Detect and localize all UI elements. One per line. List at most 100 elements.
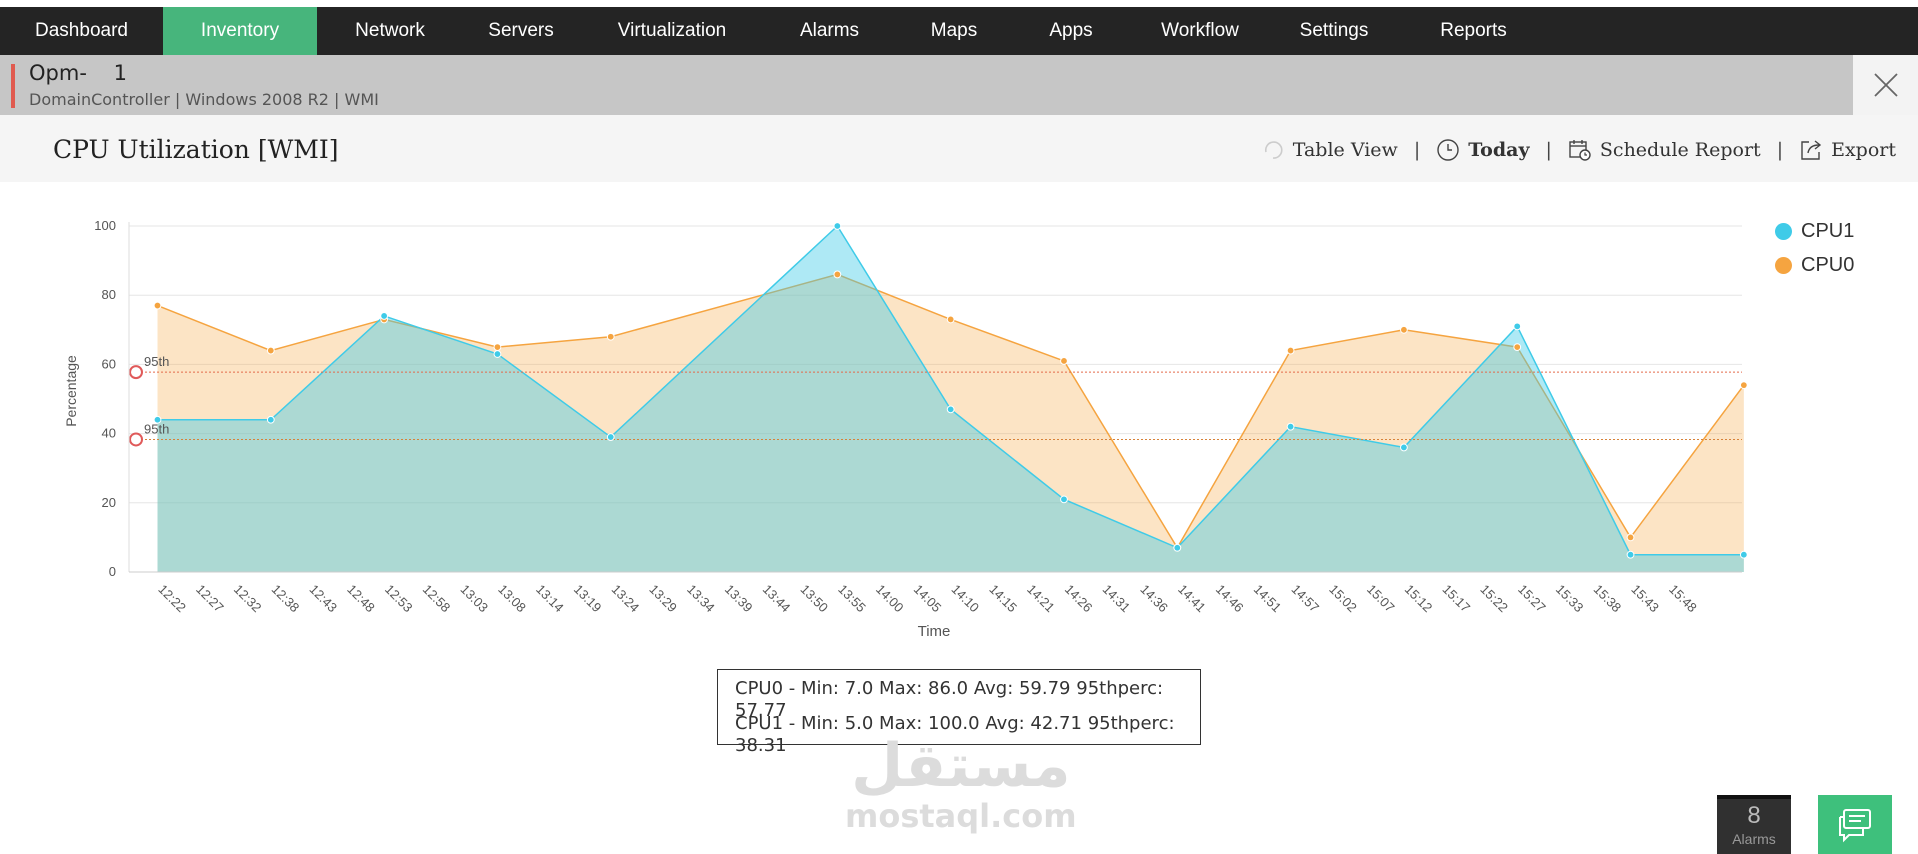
nav-apps[interactable]: Apps <box>1049 20 1093 41</box>
data-point-cpu1 <box>1286 422 1295 431</box>
legend-label: CPU1 <box>1801 219 1855 242</box>
today-button[interactable]: Today <box>1436 138 1530 162</box>
x-tick-label: 12:43 <box>306 582 340 616</box>
data-point-cpu1 <box>606 433 615 441</box>
stats-cpu0: CPU0 - Min: 7.0 Max: 86.0 Avg: 59.79 95t… <box>735 678 1164 721</box>
y-tick-label: 0 <box>109 564 116 579</box>
nav-virtualization[interactable]: Virtualization <box>617 20 727 41</box>
toolbar: Table View | Today | Schedule Report | <box>1261 138 1896 162</box>
x-tick-label: 13:34 <box>684 582 718 616</box>
x-tick-label: 14:05 <box>911 582 945 616</box>
x-tick-label: 14:15 <box>986 582 1020 616</box>
y-tick-label: 20 <box>102 495 116 510</box>
x-tick-label: 15:33 <box>1553 582 1587 616</box>
schedule-report-button[interactable]: Schedule Report <box>1568 138 1761 162</box>
x-tick-label: 13:14 <box>533 582 567 616</box>
legend-item-cpu1[interactable]: CPU1 <box>1775 214 1854 248</box>
nav-workflow[interactable]: Workflow <box>1161 20 1239 41</box>
today-label: Today <box>1468 139 1530 161</box>
data-point-cpu1 <box>1173 543 1182 552</box>
x-tick-label: 13:08 <box>495 582 529 616</box>
alarms-count: 8 <box>1747 802 1761 829</box>
clock-icon <box>1437 139 1459 161</box>
series-line-cpu1 <box>157 224 1744 556</box>
x-tick-label: 15:38 <box>1591 582 1625 616</box>
nav-maps[interactable]: Maps <box>930 20 978 41</box>
data-point-cpu1 <box>1513 322 1522 331</box>
data-point-cpu1 <box>1739 550 1748 559</box>
x-tick-label: 14:31 <box>1100 582 1134 616</box>
x-tick-label: 15:07 <box>1364 582 1398 616</box>
x-tick-label: 15:43 <box>1628 582 1662 616</box>
x-axis-label: Time <box>918 623 951 640</box>
data-point-cpu0 <box>1286 346 1295 355</box>
y-axis-label: Percentage <box>63 355 79 427</box>
export-label: Export <box>1831 139 1896 161</box>
x-tick-label: 12:32 <box>231 582 265 616</box>
x-tick-label: 15:12 <box>1402 582 1436 616</box>
series-area-cpu1 <box>157 226 1744 572</box>
legend-swatch <box>1775 256 1792 274</box>
alarms-label: Alarms <box>1732 831 1776 847</box>
x-tick-label: 14:36 <box>1137 582 1171 616</box>
data-point-cpu0 <box>1513 343 1522 352</box>
x-tick-label: 12:38 <box>269 582 303 616</box>
data-point-cpu1 <box>493 350 502 358</box>
x-tick-label: 15:48 <box>1666 582 1700 616</box>
threshold-marker <box>129 365 143 380</box>
nav-alarms[interactable]: Alarms <box>799 20 860 41</box>
export-button[interactable]: Export <box>1799 138 1896 162</box>
x-tick-label: 13:19 <box>571 582 605 616</box>
nav-settings[interactable]: Settings <box>1299 20 1369 41</box>
data-point-cpu0 <box>946 315 955 324</box>
data-point-cpu0 <box>1400 325 1408 334</box>
nav-network[interactable]: Network <box>355 20 425 41</box>
watermark-arabic: مستقل <box>851 731 1071 801</box>
nav-inventory[interactable]: Inventory <box>163 7 317 55</box>
x-tick-label: 14:51 <box>1251 582 1285 616</box>
page-title: CPU Utilization [WMI] <box>53 135 339 164</box>
nav-dashboard[interactable]: Dashboard <box>35 20 128 41</box>
data-point-cpu1 <box>1060 495 1068 504</box>
x-tick-label: 15:02 <box>1326 582 1360 616</box>
data-point-cpu0 <box>266 346 275 355</box>
x-tick-label: 14:57 <box>1288 582 1322 616</box>
nav-reports[interactable]: Reports <box>1440 20 1507 41</box>
device-name: Opm- 1 <box>29 61 127 85</box>
y-tick-label: 100 <box>94 218 116 233</box>
x-tick-label: 14:10 <box>949 582 983 616</box>
chart-areas <box>157 224 1745 572</box>
x-tick-label: 14:00 <box>873 582 907 616</box>
x-tick-label: 12:22 <box>155 582 189 616</box>
x-tick-label: 13:39 <box>722 582 756 616</box>
table-view-button[interactable]: Table View <box>1261 138 1398 162</box>
close-icon <box>1873 73 1898 97</box>
device-info: DomainController | Windows 2008 R2 | WMI <box>29 90 379 109</box>
x-tick-label: 14:46 <box>1213 582 1247 616</box>
table-view-label: Table View <box>1292 139 1398 161</box>
watermark-latin: mostaql.com <box>845 797 1077 835</box>
chat-icon <box>1839 808 1871 842</box>
toolbar-separator: | <box>1545 139 1552 161</box>
x-tick-label: 13:44 <box>760 582 794 616</box>
close-button[interactable] <box>1853 55 1918 115</box>
stats-summary: CPU0 - Min: 7.0 Max: 86.0 Avg: 59.79 95t… <box>717 669 1201 756</box>
data-point-cpu0 <box>833 270 842 279</box>
alarms-counter[interactable]: 8 Alarms <box>1717 795 1791 854</box>
chart-legend: CPU1 CPU0 <box>1775 214 1854 282</box>
toolbar-separator: | <box>1776 139 1784 161</box>
export-icon <box>1801 140 1822 160</box>
x-tick-label: 14:41 <box>1175 582 1209 616</box>
data-point-cpu0 <box>606 332 615 341</box>
toolbar-separator: | <box>1413 139 1421 161</box>
chat-button[interactable] <box>1818 795 1892 854</box>
legend-item-cpu0[interactable]: CPU0 <box>1775 248 1854 282</box>
data-point-cpu1 <box>153 415 162 424</box>
data-point-cpu1 <box>946 405 955 414</box>
x-tick-label: 12:53 <box>382 582 416 616</box>
x-tick-label: 13:55 <box>835 582 869 616</box>
legend-swatch <box>1775 222 1792 240</box>
x-tick-label: 13:29 <box>646 582 680 616</box>
nav-servers[interactable]: Servers <box>488 20 554 41</box>
top-strip <box>0 0 1918 7</box>
